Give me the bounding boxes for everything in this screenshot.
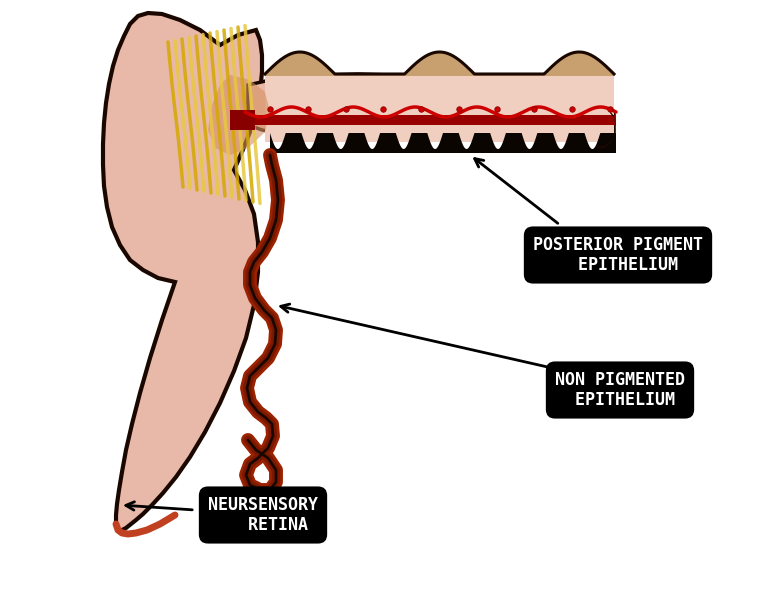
Polygon shape [248, 74, 614, 140]
Polygon shape [265, 52, 614, 76]
Text: POSTERIOR PIGMENT
  EPITHELIUM: POSTERIOR PIGMENT EPITHELIUM [533, 235, 703, 275]
Polygon shape [230, 110, 255, 130]
Polygon shape [103, 13, 262, 530]
Polygon shape [598, 111, 616, 148]
Polygon shape [265, 74, 614, 142]
Polygon shape [208, 75, 270, 155]
Polygon shape [250, 115, 616, 125]
Text: NON PIGMENTED
 EPITHELIUM: NON PIGMENTED EPITHELIUM [555, 371, 685, 410]
Polygon shape [270, 133, 616, 153]
Text: NEURSENSORY
   RETINA: NEURSENSORY RETINA [208, 495, 318, 534]
